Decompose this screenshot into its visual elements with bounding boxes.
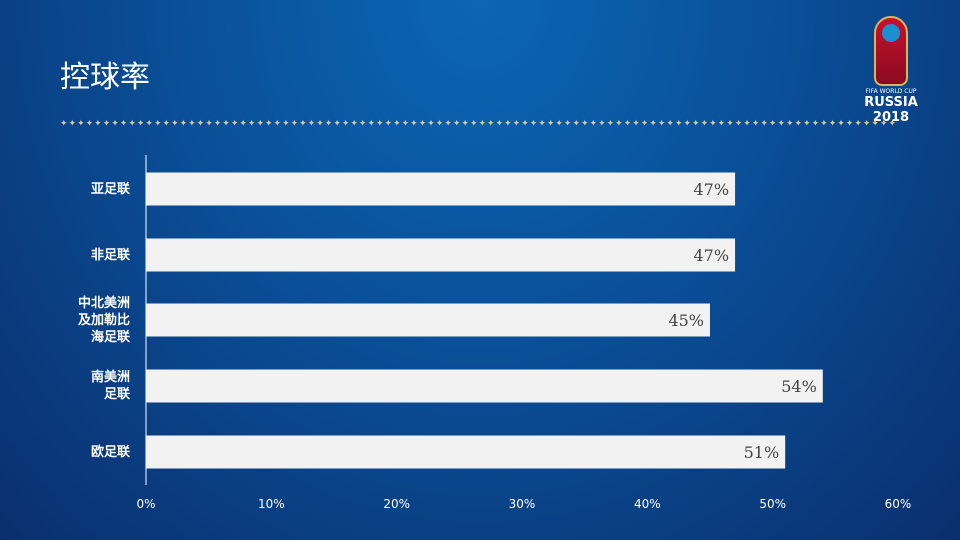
x-tick-label: 0% — [136, 497, 155, 511]
category-label: 南美洲足联 — [50, 369, 130, 403]
trophy-icon — [874, 16, 908, 86]
category-label-line: 足联 — [103, 387, 130, 402]
x-tick-label: 20% — [383, 497, 410, 511]
bar — [146, 369, 823, 403]
decorative-divider: ✦✦✦✦✦✦✦✦✦✦✦✦✦✦✦✦✦✦✦✦✦✦✦✦✦✦✦✦✦✦✦✦✦✦✦✦✦✦✦✦… — [60, 119, 898, 129]
logo-big-text: RUSSIA 2018 — [864, 95, 918, 125]
page-title: 控球率 — [60, 60, 150, 95]
category-label-line: 亚足联 — [90, 181, 130, 197]
bar — [146, 303, 710, 337]
data-label: 54% — [781, 377, 817, 396]
logo-small-text: FIFA WORLD CUP — [865, 88, 917, 95]
category-label: 亚足联 — [50, 181, 130, 198]
bar — [146, 172, 736, 206]
x-tick-label: 60% — [885, 497, 912, 511]
category-label-line: 非足联 — [90, 247, 130, 263]
category-label-line: 南美洲 — [90, 370, 130, 385]
world-cup-logo: FIFA WORLD CUP RUSSIA 2018 — [845, 16, 937, 125]
bar — [146, 435, 786, 469]
data-label: 47% — [694, 246, 730, 265]
category-label: 中北美洲 及加勒比 海足联 — [50, 295, 130, 346]
category-label-line: 及加勒比 — [77, 312, 130, 328]
x-tick-label: 50% — [759, 497, 786, 511]
bar — [146, 238, 736, 272]
data-label: 47% — [694, 180, 730, 199]
category-label-line: 欧足联 — [90, 444, 130, 460]
category-label-line: 中北美洲 — [77, 295, 130, 311]
category-label: 非足联 — [50, 247, 130, 264]
x-tick-label: 10% — [258, 497, 285, 511]
x-tick-label: 30% — [509, 497, 536, 511]
category-label: 欧足联 — [50, 444, 130, 461]
x-tick-label: 40% — [634, 497, 661, 511]
data-label: 45% — [668, 311, 704, 330]
data-label: 51% — [744, 443, 780, 462]
category-label-line: 海足联 — [90, 329, 130, 345]
